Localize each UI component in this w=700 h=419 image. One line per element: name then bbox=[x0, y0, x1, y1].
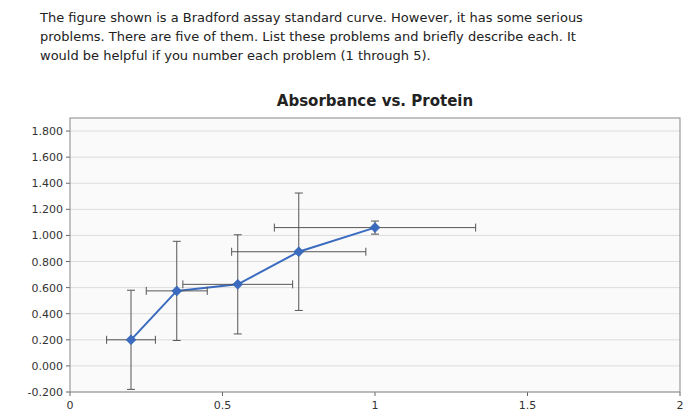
grid-line bbox=[70, 157, 680, 158]
tick-label: 1.800 bbox=[32, 125, 64, 138]
x-error-bar bbox=[183, 280, 293, 288]
y-error-bar bbox=[127, 290, 135, 389]
tick-mark bbox=[66, 365, 70, 366]
y-error-bar bbox=[371, 221, 379, 234]
data-line bbox=[131, 228, 375, 340]
data-point bbox=[233, 279, 243, 289]
tick-mark bbox=[680, 392, 681, 396]
tick-mark bbox=[375, 392, 376, 396]
annotation-line: problems. There are five of them. List t… bbox=[40, 29, 576, 44]
tick-label: 0 bbox=[67, 399, 74, 412]
annotation-line: would be helpful if you number each prob… bbox=[40, 48, 431, 63]
data-point bbox=[294, 247, 304, 257]
tick-mark bbox=[66, 183, 70, 184]
grid-line bbox=[70, 339, 680, 340]
tick-label: 0.400 bbox=[32, 308, 64, 321]
x-error-bar bbox=[107, 336, 156, 344]
tick-label: 1.200 bbox=[32, 203, 64, 216]
tick-label: 0.200 bbox=[32, 334, 64, 347]
annotation-line: The figure shown is a Bradford assay sta… bbox=[39, 10, 583, 25]
tick-mark bbox=[66, 392, 70, 393]
tick-label: 0.600 bbox=[32, 282, 64, 295]
plot-frame bbox=[70, 118, 680, 392]
tick-label: 1.000 bbox=[32, 229, 64, 242]
y-error-bar bbox=[295, 193, 303, 310]
tick-label: 1.5 bbox=[519, 399, 537, 412]
tick-label: 1.400 bbox=[32, 177, 64, 190]
tick-mark bbox=[527, 392, 528, 396]
tick-mark bbox=[66, 339, 70, 340]
tick-mark bbox=[66, 209, 70, 210]
tick-mark bbox=[66, 235, 70, 236]
grid-line bbox=[70, 365, 680, 366]
tick-label: 2 bbox=[677, 399, 684, 412]
chart: The figure shown is a Bradford assay sta… bbox=[0, 0, 700, 419]
x-error-bar bbox=[146, 287, 207, 295]
annotation: The figure shown is a Bradford assay sta… bbox=[39, 10, 583, 63]
tick-mark bbox=[66, 131, 70, 132]
tick-mark bbox=[66, 287, 70, 288]
tick-mark bbox=[66, 261, 70, 262]
tick-label: -0.200 bbox=[28, 386, 63, 399]
y-error-bar bbox=[234, 235, 242, 334]
plot-background bbox=[70, 118, 680, 392]
tick-mark bbox=[70, 392, 71, 396]
grid-line bbox=[70, 209, 680, 210]
tick-label: 0.5 bbox=[214, 399, 232, 412]
grid-line bbox=[70, 235, 680, 236]
data-group bbox=[107, 193, 476, 389]
data-point bbox=[370, 223, 380, 233]
grid-line bbox=[70, 183, 680, 184]
title: Absorbance vs. Protein bbox=[277, 92, 473, 110]
grid-line bbox=[70, 313, 680, 314]
tick-mark bbox=[66, 313, 70, 314]
tick-label: 0.000 bbox=[32, 360, 64, 373]
tick-label: 0.800 bbox=[32, 256, 64, 269]
data-point bbox=[126, 335, 136, 345]
x-error-bar bbox=[274, 224, 475, 232]
data-point bbox=[172, 286, 182, 296]
tick-label: 1.600 bbox=[32, 151, 64, 164]
tick-label: 1 bbox=[372, 399, 379, 412]
tick-mark bbox=[222, 392, 223, 396]
grid-line bbox=[70, 261, 680, 262]
tick-mark bbox=[66, 157, 70, 158]
grid-line bbox=[70, 131, 680, 132]
x-error-bar bbox=[232, 248, 366, 256]
grid-line bbox=[70, 287, 680, 288]
y-error-bar bbox=[173, 241, 181, 340]
